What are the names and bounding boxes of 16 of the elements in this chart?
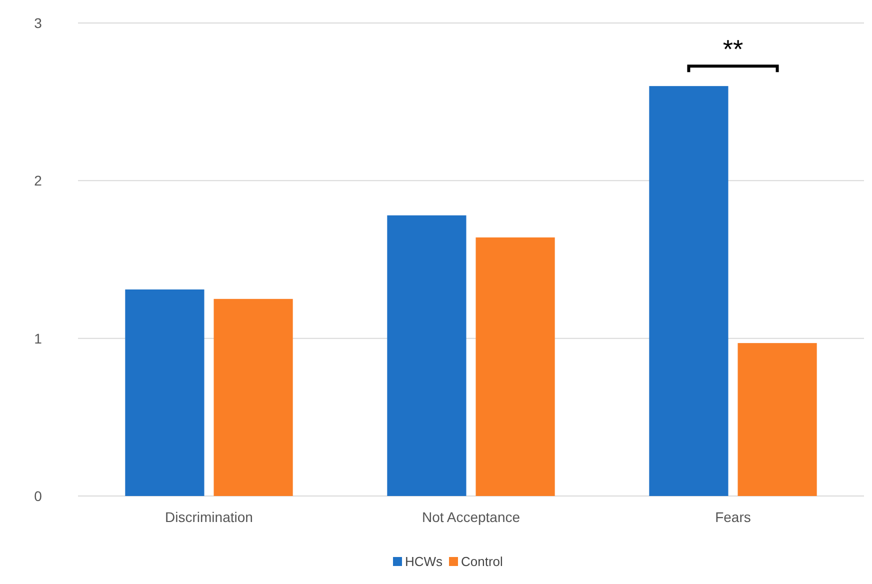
bar — [476, 237, 555, 496]
bar — [214, 298, 293, 496]
y-tick-label: 0 — [34, 488, 42, 504]
bar — [125, 289, 204, 496]
annotation: ** — [722, 34, 744, 64]
x-tick-label: Not Acceptance — [422, 509, 520, 525]
bar — [738, 343, 817, 496]
x-tick-label: Discrimination — [165, 509, 253, 525]
y-tick-label: 3 — [34, 15, 42, 31]
bar — [387, 215, 466, 496]
legend-label: Control — [461, 554, 504, 569]
legend-label: HCWs — [405, 554, 444, 569]
y-tick-label: 1 — [34, 330, 42, 346]
x-tick-label: Fears — [715, 509, 751, 525]
y-tick-label: 2 — [34, 172, 42, 189]
bar — [649, 86, 728, 496]
